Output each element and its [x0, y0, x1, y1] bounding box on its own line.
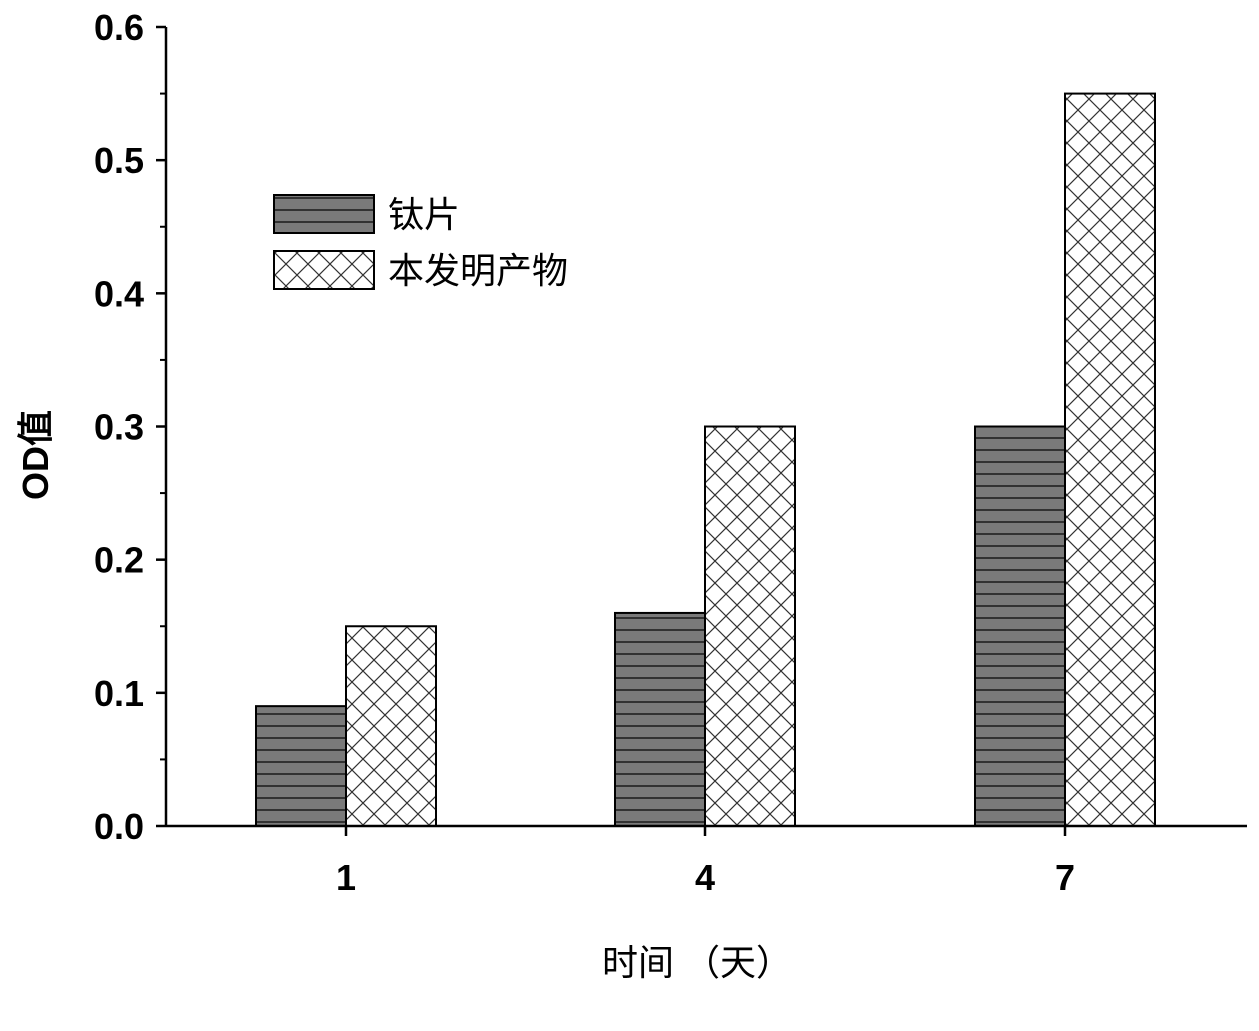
x-tick-label: 4: [695, 857, 715, 898]
bar-product-4: [705, 427, 795, 827]
bar-product-1: [346, 626, 436, 826]
x-tick-label: 7: [1055, 857, 1075, 898]
bar-titanium-7: [975, 427, 1065, 827]
bar-titanium-1: [256, 706, 346, 826]
y-tick-label: 0.0: [94, 806, 144, 847]
y-tick-label: 0.4: [94, 273, 144, 314]
y-tick-label: 0.6: [94, 7, 144, 48]
legend-label-product: 本发明产物: [388, 250, 568, 291]
y-axis-title: OD值: [15, 410, 56, 500]
y-tick-label: 0.1: [94, 673, 144, 714]
y-tick-label: 0.3: [94, 407, 144, 448]
bar-product-7: [1065, 94, 1155, 826]
x-tick-label: 1: [336, 857, 356, 898]
x-axis-title: 时间 （天）: [602, 942, 792, 983]
y-tick-label: 0.2: [94, 540, 144, 581]
legend-swatch-product: [274, 251, 374, 289]
legend-swatch-titanium: [274, 195, 374, 233]
y-tick-label: 0.5: [94, 140, 144, 181]
bar-titanium-4: [615, 613, 705, 826]
legend-label-titanium: 钛片: [388, 194, 460, 235]
legend: 钛片本发明产物: [274, 194, 568, 291]
